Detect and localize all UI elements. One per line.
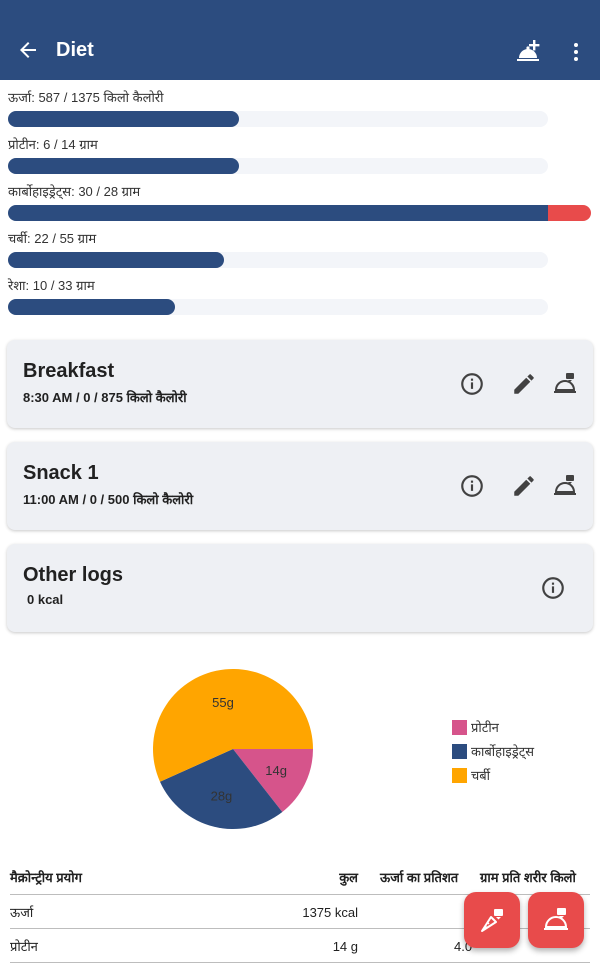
progress-fill [8, 299, 175, 315]
pie-slice-label: 14g [265, 763, 287, 778]
legend-item: कार्बोहाइड्रेट्स [452, 739, 534, 763]
table-header-g-per-kg: ग्राम प्रति शरीर किलो [480, 870, 576, 885]
pie-slice-label: 55g [212, 695, 234, 710]
legend-label: कार्बोहाइड्रेट्स [471, 744, 535, 759]
table-header-energy-percent: ऊर्जा का प्रतिशत [380, 870, 459, 885]
info-icon[interactable] [459, 473, 485, 499]
table-row: ऊर्जा 1375 kcal [10, 894, 590, 928]
nutrient-label: चर्बी: 22 / 55 ग्राम [8, 231, 97, 246]
legend-label: प्रोटीन [471, 720, 499, 735]
progress-fill [8, 205, 548, 221]
pie-slice-label: 28g [211, 789, 233, 804]
legend-item: प्रोटीन [452, 715, 534, 739]
legend-swatch [452, 719, 467, 735]
add-meal-button[interactable] [528, 892, 584, 948]
nutrient-progress-list: ऊर्जा: 587 / 1375 किलो कैलोरी प्रोटीन: 6 … [8, 88, 592, 323]
nutrient-label: कार्बोहाइड्रेट्स: 30 / 28 ग्राम [8, 184, 141, 199]
carrot-log-icon [481, 909, 503, 932]
meal-card-snack[interactable]: Snack 1 11:00 AM / 0 / 500 किलो कैलोरी [7, 442, 593, 530]
progress-fill [8, 158, 239, 174]
table-row: प्रोटीन 14 g 4.0 [10, 928, 590, 962]
pie-legend: प्रोटीन कार्बोहाइड्रेट्स चर्बी [452, 715, 534, 787]
table-cell: 14 g [332, 939, 358, 954]
pie-slice [159, 749, 283, 829]
nutrient-label: ऊर्जा: 587 / 1375 किलो कैलोरी [8, 90, 164, 105]
macro-pie-chart: 14g 28g 55g [153, 669, 313, 829]
legend-label: चर्बी [471, 768, 491, 783]
arrow-left-icon[interactable] [16, 38, 40, 62]
meal-subtitle: 11:00 AM / 0 / 500 किलो कैलोरी [23, 492, 194, 507]
nutrient-row: रेशा: 10 / 33 ग्राम [8, 276, 592, 323]
table-header-total: कुल [339, 870, 358, 885]
cloche-log-icon[interactable] [552, 473, 578, 499]
progress-fill [8, 252, 224, 268]
table-header-usage: मैक्रोन्ट्रीय प्रयोग [10, 870, 82, 885]
info-icon[interactable] [540, 575, 566, 601]
nutrient-label: रेशा: 10 / 33 ग्राम [8, 278, 95, 293]
legend-swatch [452, 767, 467, 783]
table-cell: 1375 kcal [302, 905, 358, 920]
legend-item: चर्बी [452, 763, 534, 787]
meal-title: Breakfast [23, 360, 115, 382]
more-vert-icon[interactable] [564, 40, 588, 64]
app-bar: Diet [0, 0, 600, 80]
nutrient-row: प्रोटीन: 6 / 14 ग्राम [8, 135, 592, 182]
edit-icon[interactable] [511, 371, 537, 397]
meal-title: Snack 1 [23, 462, 99, 484]
meal-card-other-logs[interactable]: Other logs 0 kcal [7, 544, 593, 632]
nutrient-row: कार्बोहाइड्रेट्स: 30 / 28 ग्राम [8, 182, 592, 229]
info-icon[interactable] [459, 371, 485, 397]
table-cell: ऊर्जा [10, 905, 34, 920]
meal-subtitle: 0 kcal [27, 592, 64, 607]
page-title: Diet [56, 39, 94, 61]
progress-overflow [548, 205, 591, 221]
edit-icon[interactable] [511, 473, 537, 499]
table-cell: प्रोटीन [10, 939, 38, 954]
table-divider [10, 962, 590, 963]
nutrient-row: चर्बी: 22 / 55 ग्राम [8, 229, 592, 276]
log-food-button[interactable] [464, 892, 520, 948]
cloche-log-icon[interactable] [552, 371, 578, 397]
progress-fill [8, 111, 239, 127]
meal-card-breakfast[interactable]: Breakfast 8:30 AM / 0 / 875 किलो कैलोरी [7, 340, 593, 428]
pie-slice [233, 749, 313, 813]
pie-slice [153, 669, 313, 782]
meal-subtitle: 8:30 AM / 0 / 875 किलो कैलोरी [23, 390, 187, 405]
nutrient-row: ऊर्जा: 587 / 1375 किलो कैलोरी [8, 88, 592, 135]
meal-title: Other logs [23, 564, 124, 586]
nutrient-label: प्रोटीन: 6 / 14 ग्राम [8, 137, 98, 152]
cloche-add-icon [544, 908, 568, 930]
legend-swatch [452, 743, 467, 759]
add-meal-cloche-icon[interactable] [514, 38, 542, 66]
